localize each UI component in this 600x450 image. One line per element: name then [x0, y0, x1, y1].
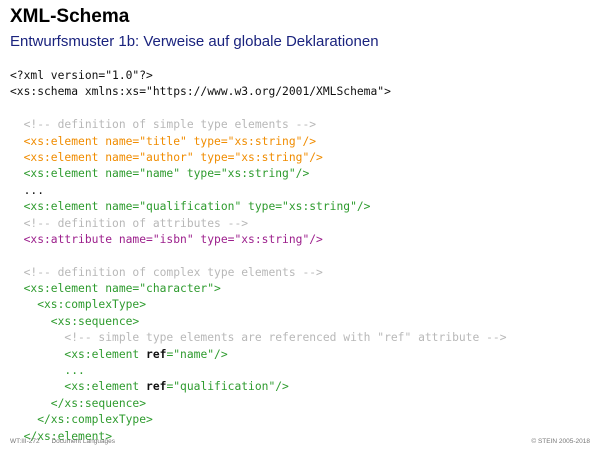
code-line: <xs:element name="character"> [10, 281, 507, 297]
footer-left: WT:III-272 Document Languages [10, 438, 125, 445]
code-segment: <xs:attribute name="isbn" type="xs:strin… [10, 232, 323, 246]
code-segment: <xs:sequence> [10, 314, 140, 328]
code-segment: <!-- definition of simple type elements … [10, 118, 317, 132]
code-segment: </xs:element> [10, 429, 113, 443]
code-line: <xs:element name="name" type="xs:string"… [10, 166, 507, 182]
code-line: <xs:schema xmlns:xs="https://www.w3.org/… [10, 84, 507, 100]
code-listing: <?xml version="1.0"?> <xs:schema xmlns:xs… [10, 68, 507, 445]
code-segment: <xs:element [10, 380, 147, 394]
slide-subtitle: Entwurfsmuster 1b: Verweise auf globale … [10, 33, 379, 50]
code-segment: </xs:sequence> [10, 396, 147, 410]
code-segment: ... [10, 183, 45, 197]
code-line: <!-- definition of complex type elements… [10, 265, 507, 281]
code-line: ... [10, 363, 507, 379]
footer-topic: Document Languages [51, 438, 116, 445]
code-line: <xs:element name="title" type="xs:string… [10, 134, 507, 150]
code-segment: <!-- definition of complex type elements… [10, 265, 323, 279]
code-line: <!-- definition of attributes --> [10, 216, 507, 232]
code-line: </xs:complexType> [10, 412, 507, 428]
code-segment: <xs:element name="title" type="xs:string… [10, 134, 317, 148]
code-segment: <xs:schema xmlns:xs="https://www.w3.org/… [10, 85, 391, 99]
slide-title: XML-Schema [10, 6, 130, 27]
code-line: <?xml version="1.0"?> [10, 68, 507, 84]
code-segment: <xs:element name="author" type="xs:strin… [10, 150, 323, 164]
code-segment: <?xml version="1.0"?> [10, 69, 153, 82]
code-segment: <xs:element [10, 347, 147, 361]
code-segment: <xs:element name="character"> [10, 282, 221, 296]
footer-page-number: WT:III-272 [10, 438, 40, 445]
code-line [10, 248, 507, 264]
code-line: <xs:element name="qualification" type="x… [10, 199, 507, 215]
code-segment: <xs:element name="name" type="xs:string"… [10, 167, 310, 181]
code-segment: <xs:element name="qualification" type="x… [10, 200, 371, 214]
code-segment: ="qualification"/> [166, 380, 289, 394]
code-line [10, 101, 507, 117]
code-line: <xs:element ref="name"/> [10, 347, 507, 363]
code-segment: ... [10, 364, 85, 378]
code-segment: ref [146, 347, 167, 361]
code-line: <xs:complexType> [10, 297, 507, 313]
code-line: <!-- simple type elements are referenced… [10, 330, 507, 346]
code-line: </xs:element> [10, 429, 507, 445]
code-line: <xs:element ref="qualification"/> [10, 379, 507, 395]
code-segment: <xs:complexType> [10, 298, 147, 312]
code-segment: </xs:complexType> [10, 413, 153, 427]
code-line: <xs:sequence> [10, 314, 507, 330]
code-line: <xs:attribute name="isbn" type="xs:strin… [10, 232, 507, 248]
footer-copyright: © STEIN 2005-2018 [531, 438, 590, 445]
code-line: <xs:element name="author" type="xs:strin… [10, 150, 507, 166]
code-segment: <!-- simple type elements are referenced… [10, 331, 507, 345]
code-segment: ref [146, 380, 167, 394]
code-segment: ="name"/> [166, 347, 228, 361]
code-line: </xs:sequence> [10, 396, 507, 412]
code-line: <!-- definition of simple type elements … [10, 117, 507, 133]
code-segment: <!-- definition of attributes --> [10, 216, 249, 230]
code-line: ... [10, 183, 507, 199]
